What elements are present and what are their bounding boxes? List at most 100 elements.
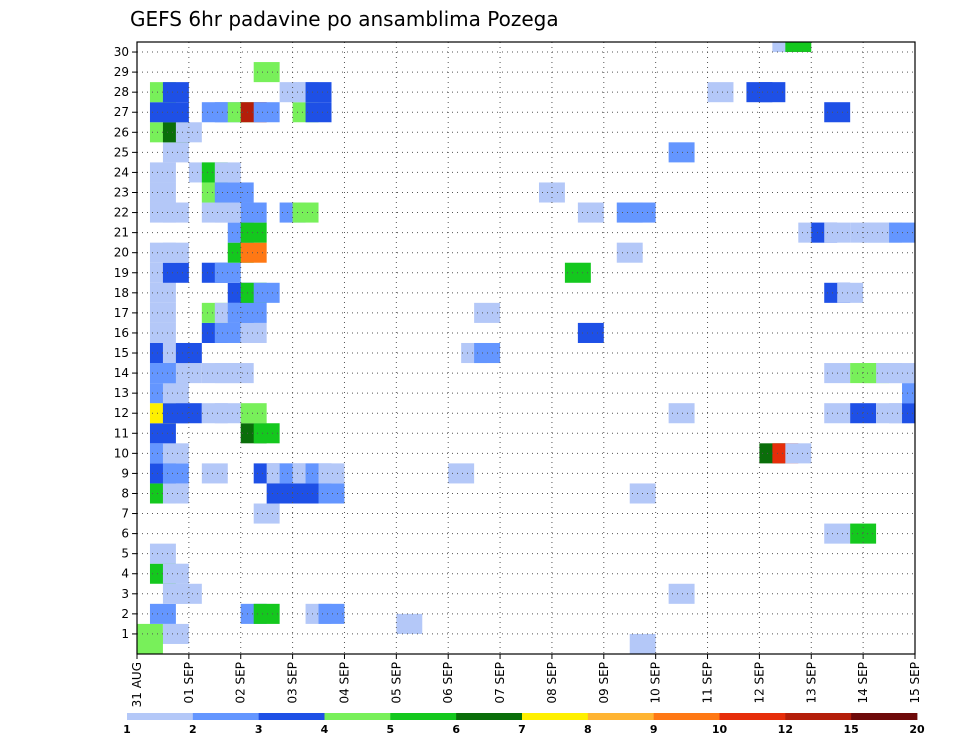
colorbar-segment — [192, 713, 260, 720]
heatmap-cell — [253, 62, 280, 83]
colorbar-label: 15 — [844, 723, 859, 736]
colorbar-label: 8 — [584, 723, 592, 736]
y-tick-label: 21 — [114, 226, 129, 240]
colorbar-label: 1 — [123, 723, 131, 736]
heatmap-cells — [137, 42, 915, 654]
x-tick-label: 08 SEP — [545, 662, 559, 704]
x-tick-label: 02 SEP — [234, 662, 248, 704]
colorbar-segment — [258, 713, 325, 720]
colorbar-segment — [587, 713, 655, 720]
heatmap-cell — [629, 633, 656, 654]
colorbar-segment — [390, 713, 457, 720]
x-tick-label: 14 SEP — [856, 662, 870, 704]
heatmap-cell — [162, 262, 189, 283]
x-tick-label: 07 SEP — [493, 662, 507, 704]
colorbar-segment — [522, 713, 589, 720]
heatmap-cell — [240, 302, 267, 323]
heatmap-cell — [162, 242, 189, 263]
y-tick-label: 27 — [114, 105, 129, 119]
y-tick-label: 25 — [114, 145, 129, 159]
heatmap-cell — [240, 322, 267, 343]
y-tick-label: 18 — [114, 286, 129, 300]
y-axis: 1234567891011121314151617181920212223242… — [114, 45, 137, 641]
x-tick-label: 01 SEP — [182, 662, 196, 704]
x-axis: 31 AUG 01 SEP 02 SEP 03 SEP 04 SEP 05 SEP 06 S… — [130, 654, 922, 707]
heatmap-cell — [396, 613, 423, 634]
y-tick-label: 28 — [114, 85, 129, 99]
heatmap-cell — [240, 403, 267, 424]
heatmap-cell — [175, 342, 202, 364]
heatmap-cell — [785, 443, 812, 464]
heatmap-cell — [162, 383, 189, 404]
heatmap-cell — [201, 463, 228, 484]
colorbar-label: 6 — [452, 723, 460, 736]
heatmap-cell — [902, 383, 915, 404]
heatmap-cell — [292, 202, 319, 223]
x-tick-label: 09 SEP — [597, 662, 611, 704]
heatmap-cell — [137, 633, 163, 654]
heatmap-cell — [240, 202, 267, 223]
y-tick-label: 16 — [114, 326, 129, 340]
colorbar-segment — [456, 713, 523, 720]
y-tick-label: 13 — [114, 386, 129, 400]
heatmap-cell — [253, 102, 280, 123]
x-tick-label: 12 SEP — [752, 662, 766, 704]
heatmap-cell — [253, 603, 280, 624]
y-tick-label: 11 — [114, 426, 129, 440]
y-tick-label: 30 — [114, 45, 129, 59]
colorbar-label: 7 — [518, 723, 526, 736]
y-tick-label: 5 — [121, 547, 129, 561]
heatmap-cell — [668, 583, 695, 604]
y-tick-label: 6 — [121, 527, 129, 541]
y-tick-label: 12 — [114, 406, 129, 420]
y-tick-label: 9 — [121, 466, 129, 480]
colorbar: 1 2 3 4 5 6 7 8 9 10 12 15 20 — [123, 713, 925, 736]
heatmap-cell — [227, 363, 254, 384]
x-tick-label: 04 SEP — [337, 662, 351, 704]
colorbar-label: 9 — [650, 723, 658, 736]
y-tick-label: 29 — [114, 65, 129, 79]
heatmap-cell — [707, 82, 734, 103]
heatmap-cell — [305, 82, 332, 103]
x-tick-label: 06 SEP — [441, 662, 455, 704]
colorbar-segment — [851, 713, 918, 720]
grid-lines — [137, 42, 915, 654]
heatmap-cell — [162, 463, 189, 484]
x-tick-label: 15 SEP — [908, 662, 922, 704]
y-tick-label: 10 — [114, 446, 129, 460]
heatmap-cell — [318, 603, 345, 624]
colorbar-label: 4 — [321, 723, 329, 736]
heatmap-cell — [162, 623, 189, 644]
heatmap-cell — [318, 483, 345, 504]
heatmap-cell — [175, 403, 202, 424]
y-tick-label: 22 — [114, 206, 129, 220]
heatmap-cell — [616, 242, 643, 263]
plot-frame — [136, 41, 916, 655]
y-tick-label: 26 — [114, 125, 129, 139]
heatmap-cell — [162, 142, 189, 163]
heatmap-cell — [240, 242, 267, 263]
heatmap-cell — [162, 102, 189, 123]
heatmap-cell — [240, 222, 267, 243]
y-tick-label: 20 — [114, 246, 129, 260]
heatmap-cell — [253, 282, 280, 303]
x-tick-label: 13 SEP — [804, 662, 818, 704]
y-tick-label: 4 — [121, 567, 129, 581]
heatmap-cell — [668, 403, 695, 424]
colorbar-label: 5 — [387, 723, 395, 736]
colorbar-segment — [653, 713, 720, 720]
colorbar-segment — [127, 713, 194, 720]
heatmap-cell — [162, 82, 189, 103]
y-tick-label: 17 — [114, 306, 129, 320]
heatmap-cell — [253, 503, 280, 524]
heatmap-cell — [253, 423, 280, 444]
heatmap-cell — [175, 363, 202, 384]
x-tick-label: 03 SEP — [286, 662, 300, 704]
heatmap-cell — [902, 403, 915, 424]
x-tick-label: 10 SEP — [649, 662, 663, 704]
heatmap-cell — [318, 463, 345, 484]
y-tick-label: 1 — [121, 627, 129, 641]
heatmap-cell — [162, 583, 189, 604]
heatmap-cell — [577, 322, 604, 343]
